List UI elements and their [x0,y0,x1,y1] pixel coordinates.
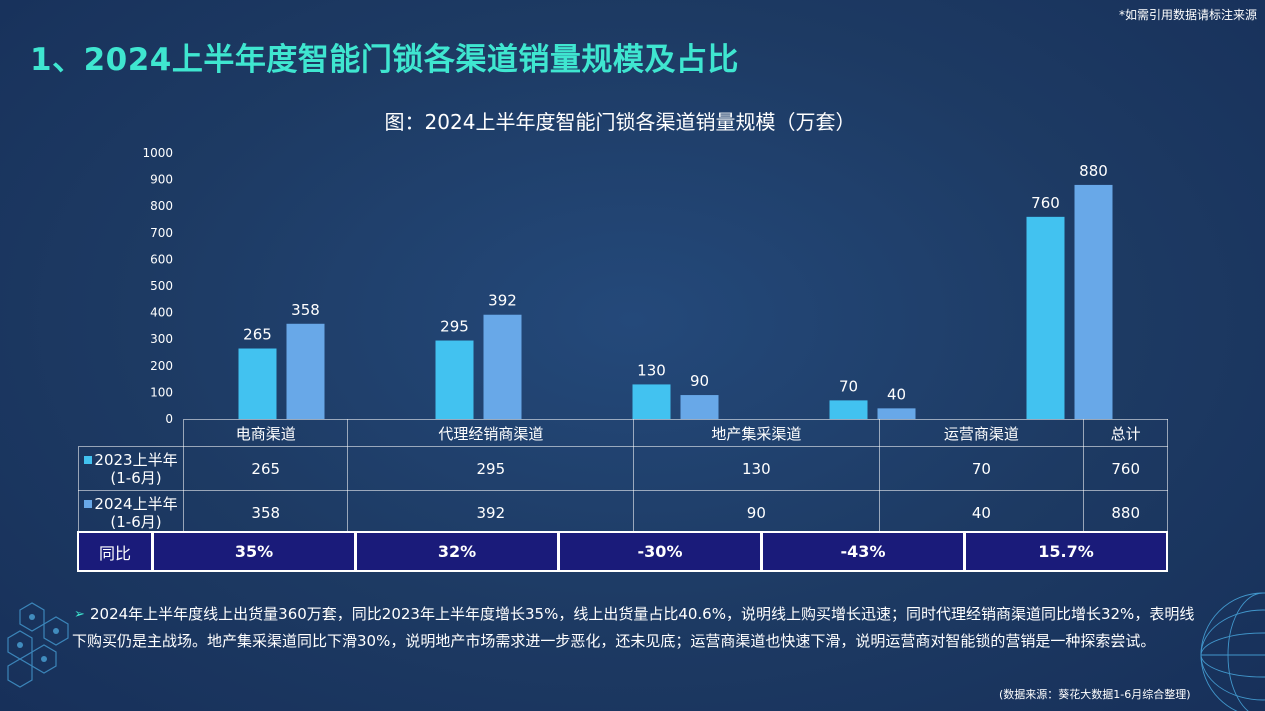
table-cell: 130 [633,446,880,491]
table-cell: 40 [878,490,1085,535]
y-tick-label: 0 [165,412,173,426]
bar-value-label: 880 [1079,162,1108,180]
yoy-value: 35% [154,533,354,570]
series-label-line2: (1-6月) [110,468,162,487]
bar-value-label: 295 [440,318,469,336]
bar-value-label: 265 [243,326,272,344]
table-row: 2024上半年 (1-6月) 358 392 90 40 880 [78,490,1168,535]
series-label-line1: 2024上半年 [94,494,178,513]
table-cell: 880 [1083,490,1168,535]
category-header: 代理经销商渠道 [347,419,635,447]
bar [286,323,325,419]
bar-value-label: 90 [690,372,709,390]
category-header: 总计 [1083,419,1168,447]
bar [483,314,522,419]
table-cell: 70 [878,446,1085,491]
chart-title: 图：2024上半年度智能门锁各渠道销量规模（万套） [384,110,856,134]
summary-text: 2024年上半年度线上出货量360万套，同比2023年上半年度增长35%，线上出… [72,605,1195,650]
globe-decoration-right [1200,592,1265,711]
y-tick-label: 400 [150,306,173,320]
bar [435,340,474,419]
series-label-line2: (1-6月) [110,512,162,531]
series-label-line1: 2023上半年 [94,450,178,469]
bullet-arrow-icon: ➢ [74,607,85,622]
footer-source: (数据来源：葵花大数据1-6月综合整理) [999,688,1191,701]
bar [1026,216,1065,419]
yoy-value: 32% [357,533,557,570]
legend-swatch [84,455,93,464]
table-cell: 265 [182,446,349,491]
y-tick-label: 800 [150,199,173,213]
y-tick-label: 700 [150,226,173,240]
source-note: *如需引用数据请标注来源 [1118,8,1257,22]
y-tick-label: 300 [150,332,173,346]
table-cell: 760 [1083,446,1168,491]
yoy-value: -30% [560,533,760,570]
legend-swatch [84,499,93,508]
bar [829,400,868,419]
bar-value-label: 40 [887,385,906,403]
table-corner [78,419,184,447]
table-cell: 90 [633,490,880,535]
bar [632,384,671,419]
tech-decoration-left [7,602,69,688]
bar [877,408,916,419]
table-cell: 392 [347,490,635,535]
bar [238,348,277,419]
y-tick-label: 100 [150,385,173,399]
y-tick-label: 600 [150,252,173,266]
series-label-2023: 2023上半年 (1-6月) [78,446,184,491]
category-header: 电商渠道 [182,419,349,447]
yoy-row: 同比 35% 32% -30% -43% 15.7% [77,531,1168,572]
bar-value-label: 358 [291,301,320,319]
y-tick-label: 1000 [142,146,173,160]
category-header: 运营商渠道 [878,419,1085,447]
bar [680,395,719,419]
page-title: 1、2024上半年度智能门锁各渠道销量规模及占比 [30,42,739,78]
bar [1074,184,1113,419]
bar-value-label: 760 [1031,194,1060,212]
bar-value-label: 392 [488,292,517,310]
yoy-value: 15.7% [966,533,1166,570]
bar-value-label: 70 [839,377,858,395]
bar-labels: 265 358 295 392 130 90 70 40 760 880 [243,162,1108,403]
table-row: 2023上半年 (1-6月) 265 295 130 70 760 [78,446,1168,491]
table-cell: 295 [347,446,635,491]
category-header: 地产集采渠道 [633,419,880,447]
y-axis: 0 100 200 300 400 500 600 700 800 900 1000 [142,146,173,426]
yoy-label: 同比 [79,533,151,570]
yoy-value: -43% [763,533,963,570]
table-header-row: 电商渠道 代理经销商渠道 地产集采渠道 运营商渠道 总计 [78,419,1168,447]
y-tick-label: 200 [150,359,173,373]
bars [238,184,1113,419]
table-cell: 358 [182,490,349,535]
bar-value-label: 130 [637,361,666,379]
series-label-2024: 2024上半年 (1-6月) [78,490,184,535]
data-table: 电商渠道 代理经销商渠道 地产集采渠道 运营商渠道 总计 2023上半年 (1-… [78,419,1168,535]
y-tick-label: 500 [150,279,173,293]
y-tick-label: 900 [150,173,173,187]
